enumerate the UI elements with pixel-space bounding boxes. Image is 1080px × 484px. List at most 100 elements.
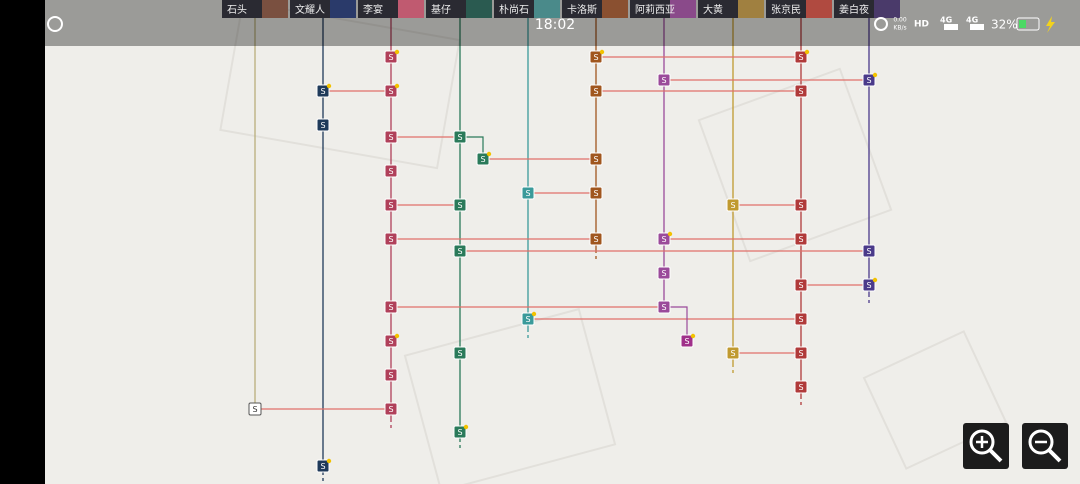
story-node[interactable]: S <box>589 49 605 64</box>
story-node[interactable]: S <box>657 300 671 314</box>
node-box <box>794 84 808 98</box>
node-star <box>394 333 400 339</box>
node-label: S <box>320 121 325 130</box>
node-box <box>589 84 603 98</box>
node-label: S <box>866 281 871 290</box>
story-node[interactable]: S <box>384 130 398 144</box>
story-node[interactable]: S <box>384 402 398 416</box>
story-node[interactable]: S <box>453 244 467 258</box>
story-node[interactable]: S <box>657 231 673 246</box>
story-node[interactable]: S <box>384 368 398 382</box>
character-name: 阿莉西亚 <box>635 4 675 16</box>
zoom-in-button[interactable] <box>963 423 1009 469</box>
node-star <box>531 311 537 317</box>
story-node[interactable]: S <box>589 232 603 246</box>
story-node[interactable]: S <box>384 198 398 212</box>
battery-icon <box>1016 17 1040 31</box>
signal1 <box>944 24 958 30</box>
story-node[interactable]: S <box>453 130 467 144</box>
node-box <box>453 198 467 212</box>
story-node[interactable]: S <box>862 72 878 87</box>
story-node[interactable]: S <box>794 198 808 212</box>
story-node[interactable]: S <box>726 346 740 360</box>
story-node[interactable]: S <box>384 300 398 314</box>
story-node[interactable]: S <box>794 346 808 360</box>
node-box <box>316 118 330 132</box>
node-box <box>384 368 398 382</box>
story-node[interactable]: S <box>794 312 808 326</box>
story-node[interactable]: S <box>680 333 696 348</box>
node-label: S <box>866 247 871 256</box>
node-label: S <box>798 201 803 210</box>
story-node[interactable]: S <box>794 380 808 394</box>
node-label: S <box>480 155 485 164</box>
node-label: S <box>320 462 325 471</box>
node-label: S <box>388 405 393 414</box>
clock: 18:02 <box>535 17 575 33</box>
character-portrait <box>602 0 628 18</box>
node-label: S <box>457 133 462 142</box>
story-node[interactable]: S <box>384 164 398 178</box>
node-label: S <box>593 53 598 62</box>
node-box <box>657 232 671 246</box>
wechat-icon <box>47 16 63 32</box>
story-node[interactable]: S <box>794 278 808 292</box>
story-node[interactable]: S <box>794 49 810 64</box>
story-node[interactable]: S <box>794 232 808 246</box>
story-node[interactable]: S <box>657 266 671 280</box>
node-box <box>521 186 535 200</box>
story-node[interactable]: S <box>862 277 878 292</box>
story-node[interactable]: S <box>521 186 535 200</box>
story-node[interactable]: S <box>384 83 400 98</box>
story-node[interactable]: S <box>589 152 603 166</box>
story-node[interactable]: S <box>589 186 603 200</box>
node-label: S <box>525 315 530 324</box>
zoom-out-button[interactable] <box>1022 423 1068 469</box>
node-label: S <box>593 87 598 96</box>
node-star <box>804 49 810 55</box>
node-box <box>453 130 467 144</box>
branch-bend <box>460 136 484 159</box>
story-node[interactable]: S <box>794 84 808 98</box>
character-portrait <box>262 0 288 18</box>
node-box <box>657 300 671 314</box>
node-label: S <box>661 269 666 278</box>
node-box <box>521 312 535 326</box>
node-box <box>794 312 808 326</box>
node-label: S <box>525 189 530 198</box>
node-star <box>326 83 332 89</box>
story-node[interactable]: S <box>657 73 671 87</box>
character-name: 张京民 <box>771 3 801 16</box>
node-box <box>589 232 603 246</box>
story-node[interactable]: S <box>862 244 876 258</box>
node-box <box>657 73 671 87</box>
story-node[interactable]: S <box>384 333 400 348</box>
story-node[interactable]: S <box>453 346 467 360</box>
node-star <box>599 49 605 55</box>
node-star <box>690 333 696 339</box>
story-node[interactable]: S <box>453 198 467 212</box>
node-star <box>667 231 673 237</box>
node-label: S <box>798 315 803 324</box>
character-portrait <box>398 0 424 18</box>
background-decor <box>219 0 1008 484</box>
story-node[interactable]: S <box>384 49 400 64</box>
node-box <box>589 186 603 200</box>
story-node[interactable]: S <box>316 83 332 98</box>
story-node[interactable]: S <box>589 84 603 98</box>
story-node[interactable]: S <box>384 232 398 246</box>
node-label: S <box>661 76 666 85</box>
node-star <box>394 49 400 55</box>
node-label: S <box>593 155 598 164</box>
character-bar: 石头 文耀人 李宴 基仔 朴尚石 卡洛斯 阿莉西亚 大黄 张京民 姜白夜 <box>222 0 900 18</box>
node-star <box>486 151 492 157</box>
story-node[interactable]: S <box>521 311 537 326</box>
story-node[interactable]: S <box>453 424 469 439</box>
charging-icon <box>1046 16 1055 33</box>
story-node[interactable]: S <box>248 402 262 416</box>
story-node[interactable]: S <box>726 198 740 212</box>
story-node[interactable]: S <box>316 118 330 132</box>
story-node[interactable]: S <box>316 458 332 473</box>
story-node[interactable]: S <box>476 151 492 166</box>
